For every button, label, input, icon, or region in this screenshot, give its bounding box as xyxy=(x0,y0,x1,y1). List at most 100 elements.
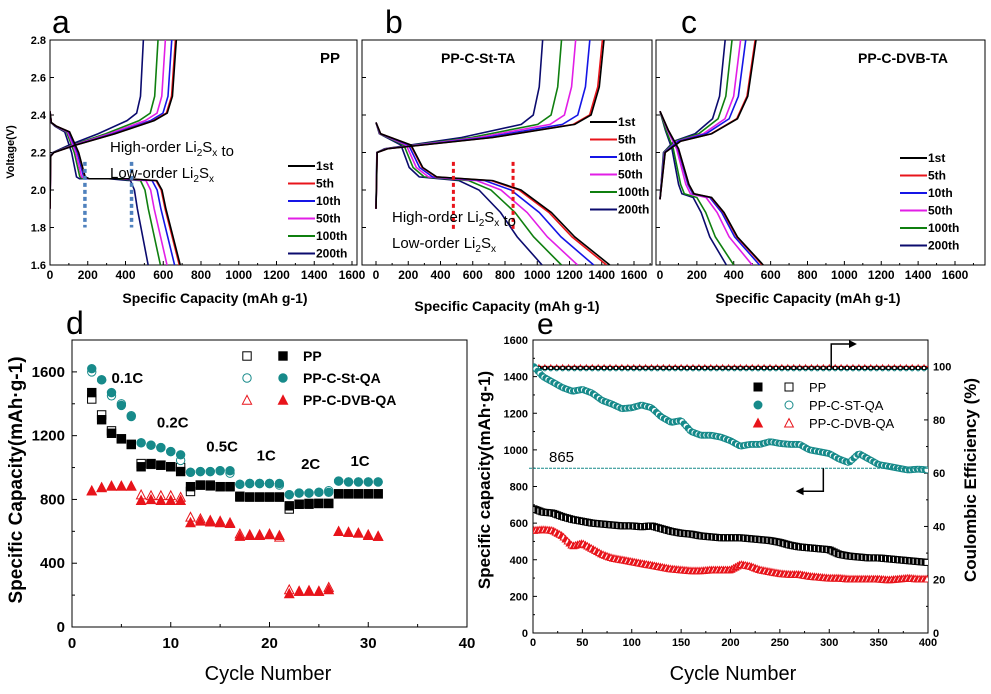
point-filled-PP-C-DVB-QA xyxy=(323,583,335,595)
point-filled-PP-C-St-QA xyxy=(254,478,265,489)
ce-point-PP xyxy=(572,365,577,371)
point-filled-PP-C-St-QA xyxy=(116,400,127,411)
point-filled-PP-C-St-QA xyxy=(215,466,225,476)
annotation-line-2: Low-order Li2Sx xyxy=(392,235,496,255)
y-tick-label: 800 xyxy=(510,482,528,494)
annotation-line-1: High-order Li2Sx to xyxy=(110,139,234,160)
point-filled-PP xyxy=(294,499,304,509)
point-filled-PP-C-DVB-QA xyxy=(214,516,226,528)
point-filled-PP xyxy=(264,492,275,502)
ce-point-PP xyxy=(773,365,779,371)
legend-label-100th: 100th xyxy=(928,221,959,235)
point-filled-PP-C-St-QA xyxy=(126,411,136,422)
point-filled-PP xyxy=(96,415,107,425)
x-tick-label: 1400 xyxy=(905,268,932,282)
point-filled-PP-C-St-QA xyxy=(185,467,196,478)
x-axis-title-e: Cycle Number xyxy=(670,663,797,685)
x-tick-label: 0 xyxy=(68,635,76,652)
point-filled-PP-C-DVB-QA xyxy=(313,585,325,596)
panel-label-d: d xyxy=(66,305,84,341)
point-filled-PP xyxy=(304,499,314,509)
point-filled-PP-C-St-QA xyxy=(274,478,285,489)
ce-point-PP xyxy=(862,365,867,371)
rate-label: 0.2C xyxy=(157,415,189,432)
point-filled-PP-C-DVB-QA xyxy=(343,526,354,537)
legend-marker-open-PP-C-ST-QA xyxy=(784,400,794,410)
panel-label-a: a xyxy=(52,4,70,40)
x-tick-label: 600 xyxy=(761,268,781,282)
point-filled-PP xyxy=(205,481,215,491)
legend-label-10th: 10th xyxy=(316,194,341,208)
ce-point-PP xyxy=(880,365,885,371)
legend-marker-filled-PP xyxy=(278,351,288,361)
y-tick-label: 2.8 xyxy=(31,35,46,47)
ce-point-PP xyxy=(850,365,856,371)
legend-marker-filled-PP-C-DVB-QA xyxy=(277,394,289,405)
charge-curve-200th xyxy=(659,40,726,200)
capacity-point-PP-C-DVB-QA xyxy=(922,574,928,583)
x-tick-label: 1000 xyxy=(831,268,858,282)
point-filled-PP xyxy=(106,428,117,438)
x-tick-label: 1600 xyxy=(942,268,969,282)
x-tick-label: 1200 xyxy=(868,268,895,282)
y-tick-label: 400 xyxy=(40,555,65,572)
legend-marker-filled-PP-C-ST-QA xyxy=(753,400,763,410)
point-filled-PP-C-St-QA xyxy=(304,488,314,498)
ce-point-PP xyxy=(750,365,755,371)
ce-point-PP xyxy=(548,365,553,371)
legend-marker-open-PP xyxy=(784,382,794,392)
chart-panel-c: 0 200 400 600 800 1000 1200 1400 1600 1st 5th 10th 5… xyxy=(655,39,986,282)
arrow-left-head-icon xyxy=(795,487,804,496)
point-filled-PP xyxy=(166,462,176,472)
point-filled-PP-C-DVB-QA xyxy=(283,587,295,599)
point-filled-PP xyxy=(215,481,225,492)
ce-point-PP xyxy=(874,365,879,371)
ce-point-PP xyxy=(898,365,903,371)
y-tick-label: 1600 xyxy=(32,364,65,381)
x-tick-label: 200 xyxy=(687,268,707,282)
annotation-line-1: High-order Li2Sx to xyxy=(392,209,516,230)
point-filled-PP xyxy=(136,462,146,472)
point-filled-PP xyxy=(314,498,324,509)
annotation-line-2: Low-order Li2Sx xyxy=(110,165,214,185)
point-filled-PP-C-DVB-QA xyxy=(145,493,157,505)
point-filled-PP-C-DVB-QA xyxy=(303,585,315,596)
data-points xyxy=(86,364,384,599)
rate-label: 0.5C xyxy=(206,439,238,456)
legend-label-50th: 50th xyxy=(316,212,341,226)
point-filled-PP-C-St-QA xyxy=(235,479,245,489)
ce-point-PP xyxy=(690,365,696,371)
x-tick-label: 0 xyxy=(373,268,380,282)
x-tick-label: 1200 xyxy=(263,268,290,282)
ce-point-PP xyxy=(714,365,719,371)
x-tick-label: 100 xyxy=(623,637,641,649)
x-axis-title-d: Cycle Number xyxy=(205,663,332,685)
point-filled-PP-C-St-QA xyxy=(166,446,176,457)
point-filled-PP-C-DVB-QA xyxy=(115,480,127,491)
ce-point-PP xyxy=(827,365,832,371)
y-right-tick-label: 100 xyxy=(933,362,951,374)
point-filled-PP-C-DVB-QA xyxy=(362,529,374,541)
ce-point-PP xyxy=(702,365,707,371)
x-tick-label: 600 xyxy=(153,268,173,282)
legend-marker-open-PP-C-DVB-QA xyxy=(241,394,253,405)
x-tick-label: 350 xyxy=(869,637,887,649)
point-filled-PP-C-St-QA xyxy=(264,478,275,489)
legend-label-PP: PP xyxy=(809,380,826,395)
point-filled-PP-C-St-QA xyxy=(245,478,255,489)
y-tick-label: 2.0 xyxy=(31,185,46,197)
ce-point-PP xyxy=(590,365,595,371)
x-tick-label: 250 xyxy=(771,637,789,649)
rate-label: 1C xyxy=(257,447,276,464)
ce-point-PP xyxy=(744,365,749,371)
panel-label-e: e xyxy=(537,308,554,341)
ce-point-PP xyxy=(643,365,648,371)
point-filled-PP-C-DVB-QA xyxy=(273,529,285,541)
y-tick-label: 400 xyxy=(510,555,528,567)
ce-point-PP xyxy=(916,365,921,371)
point-filled-PP-C-DVB-QA xyxy=(224,517,236,529)
legend-label-1st: 1st xyxy=(618,115,635,129)
ce-point-PP xyxy=(726,365,731,371)
x-tick-label: 800 xyxy=(191,268,211,282)
